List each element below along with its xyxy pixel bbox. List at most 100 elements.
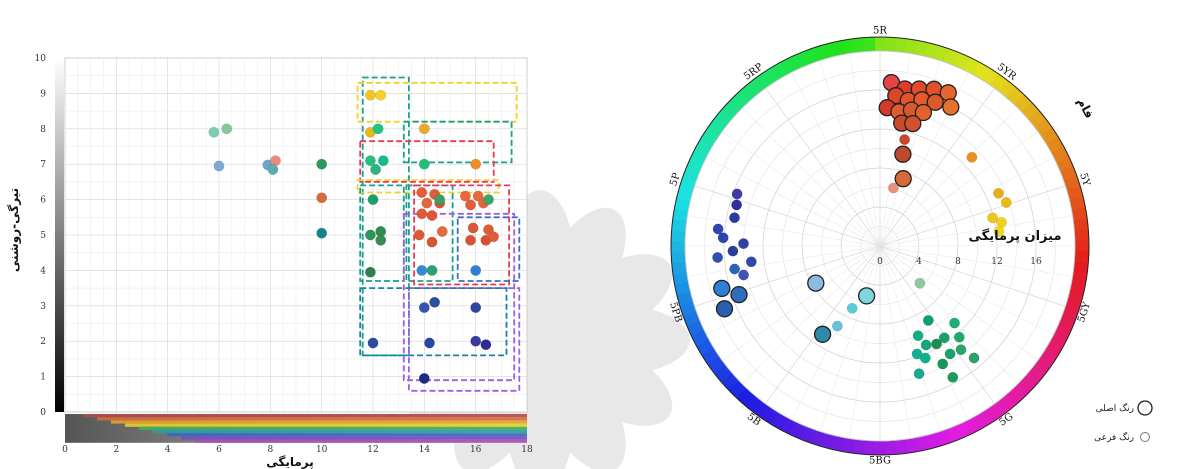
scatter-grid xyxy=(64,57,528,413)
scatter-point xyxy=(416,208,428,220)
scatter-point xyxy=(426,210,438,221)
polar-point xyxy=(904,114,922,133)
polar-grid-spoke xyxy=(791,245,881,420)
polar-grid-spoke xyxy=(765,88,881,247)
hue-ring-segment xyxy=(682,310,700,327)
polar-grid-spoke xyxy=(879,245,941,432)
polar-grid-spoke xyxy=(879,245,1019,385)
polar-point xyxy=(731,199,743,211)
watermark-petal xyxy=(550,306,690,374)
hue-ring-segment xyxy=(1073,261,1089,274)
hue-ring-segment xyxy=(671,240,686,252)
chroma-band xyxy=(111,420,527,424)
polar-point xyxy=(913,368,925,380)
lightness-gradient-bar xyxy=(55,58,64,412)
hue-ring-segment xyxy=(915,40,930,57)
hue-label: 5Y xyxy=(1077,172,1092,188)
polar-point xyxy=(715,300,734,318)
scatter-point xyxy=(467,222,479,234)
polar-point xyxy=(712,223,724,235)
scatter-point xyxy=(429,296,441,308)
hue-ring-segment xyxy=(1021,101,1040,120)
polar-grid-spoke xyxy=(819,60,881,247)
polar-grid-spoke xyxy=(879,215,1073,247)
polar-grid-spoke xyxy=(879,185,1066,247)
x-tick-label: 8 xyxy=(267,445,273,455)
watermark-petal xyxy=(534,207,626,334)
legend: رنگ اصلی رنگ فرعی xyxy=(1094,400,1153,443)
hue-ring-segment xyxy=(671,218,687,231)
hue-ring-segment xyxy=(674,196,691,211)
polar-grid-spoke xyxy=(722,245,881,361)
polar-point xyxy=(922,314,934,326)
scatter-point xyxy=(370,164,382,175)
polar-point xyxy=(738,238,749,250)
hue-ring-segment xyxy=(720,101,739,120)
y-tick-label: 6 xyxy=(40,196,46,206)
hue-ring-segment xyxy=(981,406,999,425)
scatter-point xyxy=(213,160,225,172)
polar-point xyxy=(947,371,959,383)
scatter-point xyxy=(316,227,328,239)
hue-axis-title: فام xyxy=(1073,95,1096,121)
polar-point xyxy=(938,332,950,344)
polar-point xyxy=(993,225,1005,237)
hue-ring-segment xyxy=(972,412,990,430)
scatter-point xyxy=(208,126,220,138)
polar-point xyxy=(727,245,739,257)
polar-grid-spoke xyxy=(879,245,1054,335)
polar-point xyxy=(807,274,825,292)
chroma-band xyxy=(195,439,527,443)
hue-label: 5P xyxy=(668,171,683,187)
hue-ring-segment xyxy=(720,372,739,391)
hue-ring-segment xyxy=(1073,218,1089,231)
hue-ring-segment xyxy=(1063,175,1081,191)
hue-ring-segment xyxy=(1006,387,1025,406)
polar-point xyxy=(996,216,1007,228)
y-tick-label: 0 xyxy=(40,408,46,418)
hue-ring-segment xyxy=(863,37,876,52)
polar-point xyxy=(712,251,724,263)
hue-group-box xyxy=(456,216,521,282)
hue-ring-segment xyxy=(972,62,990,80)
y-tick-labels: 0 1 2 3 4 5 6 7 8 9 10 xyxy=(35,54,47,418)
polar-grid-spoke xyxy=(687,245,881,277)
radial-tick-label: 12 xyxy=(991,257,1002,267)
polar-grid-spoke xyxy=(694,185,881,247)
hue-ring-segment xyxy=(895,439,908,455)
hue-ring-segment xyxy=(770,62,788,80)
hue-ring-segment xyxy=(841,38,855,55)
scatter-point xyxy=(418,372,430,384)
polar-point xyxy=(914,103,933,122)
hue-ring-segment xyxy=(852,37,865,53)
hue-ring-segment xyxy=(744,80,762,98)
hue-ring-segment xyxy=(1071,207,1088,221)
y-tick-label: 8 xyxy=(40,125,46,135)
chroma-band xyxy=(139,426,527,430)
x-tick-label: 10 xyxy=(316,445,328,455)
polar-grid-spoke xyxy=(879,245,1038,361)
polar-grid-spoke xyxy=(879,245,969,420)
polar-point xyxy=(713,279,731,298)
hue-ring-outline xyxy=(670,36,1090,456)
chroma-band xyxy=(125,423,527,427)
hue-ring-segment xyxy=(820,42,835,60)
polar-point xyxy=(914,277,926,289)
hue-ring-segment xyxy=(944,426,961,444)
scatter-point xyxy=(459,190,471,202)
y-tick-label: 1 xyxy=(40,373,46,383)
hue-ring-segment xyxy=(830,435,845,452)
hue-ring-segment xyxy=(1006,86,1025,105)
hue-ring-segment xyxy=(728,94,746,112)
hue-ring-segment xyxy=(679,301,697,317)
hue-group-box xyxy=(359,140,495,183)
scatter-point xyxy=(434,194,446,206)
legend-sub-marker xyxy=(1140,432,1150,442)
y-tick-label: 5 xyxy=(40,231,46,241)
polar-grid-spoke xyxy=(879,245,911,439)
hue-ring-segment xyxy=(998,394,1016,412)
hue-ring-segment xyxy=(752,400,770,419)
polar-grid-spoke xyxy=(765,245,881,404)
